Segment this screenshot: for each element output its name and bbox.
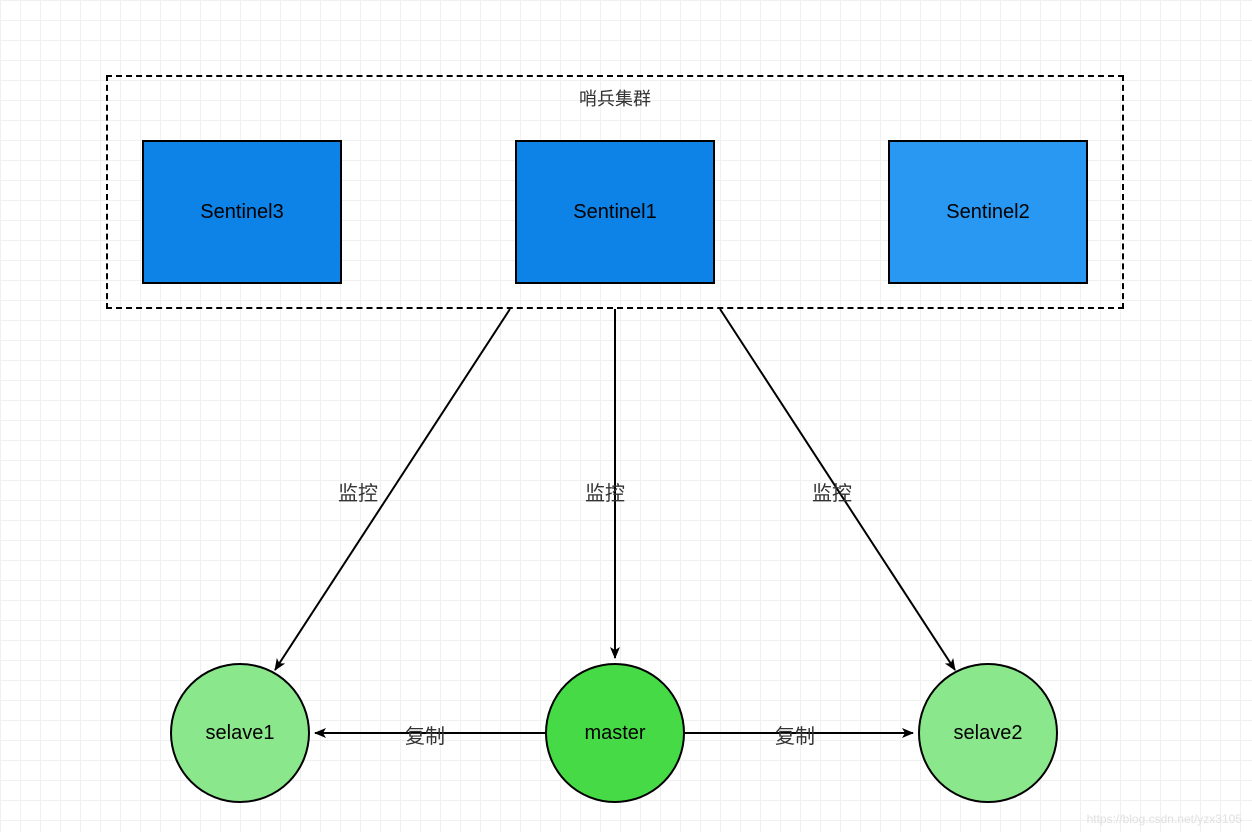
cluster-title: 哨兵集群 (579, 85, 651, 111)
edge-label-monitor3: 监控 (812, 477, 852, 506)
sentinel-label: Sentinel2 (946, 201, 1029, 224)
node-slave2: selave2 (918, 663, 1058, 803)
sentinel-label: Sentinel3 (200, 201, 283, 224)
edge-monitor1 (275, 309, 510, 670)
edge-label-monitor2: 监控 (585, 477, 625, 506)
sentinel-box-sentinel2: Sentinel2 (888, 140, 1088, 284)
node-slave1: selave1 (170, 663, 310, 803)
node-label: master (584, 722, 645, 745)
edge-label-replicate2: 复制 (775, 720, 815, 749)
sentinel-label: Sentinel1 (573, 201, 656, 224)
node-label: selave1 (206, 722, 275, 745)
diagram-canvas: 哨兵集群 Sentinel3 Sentinel1 Sentinel2 selave1 m… (0, 0, 1252, 832)
edge-label-monitor1: 监控 (338, 477, 378, 506)
edge-label-replicate1: 复制 (405, 720, 445, 749)
watermark: https://blog.csdn.net/yzx3105 (1087, 812, 1242, 826)
node-label: selave2 (954, 722, 1023, 745)
node-master: master (545, 663, 685, 803)
sentinel-box-sentinel3: Sentinel3 (142, 140, 342, 284)
sentinel-box-sentinel1: Sentinel1 (515, 140, 715, 284)
